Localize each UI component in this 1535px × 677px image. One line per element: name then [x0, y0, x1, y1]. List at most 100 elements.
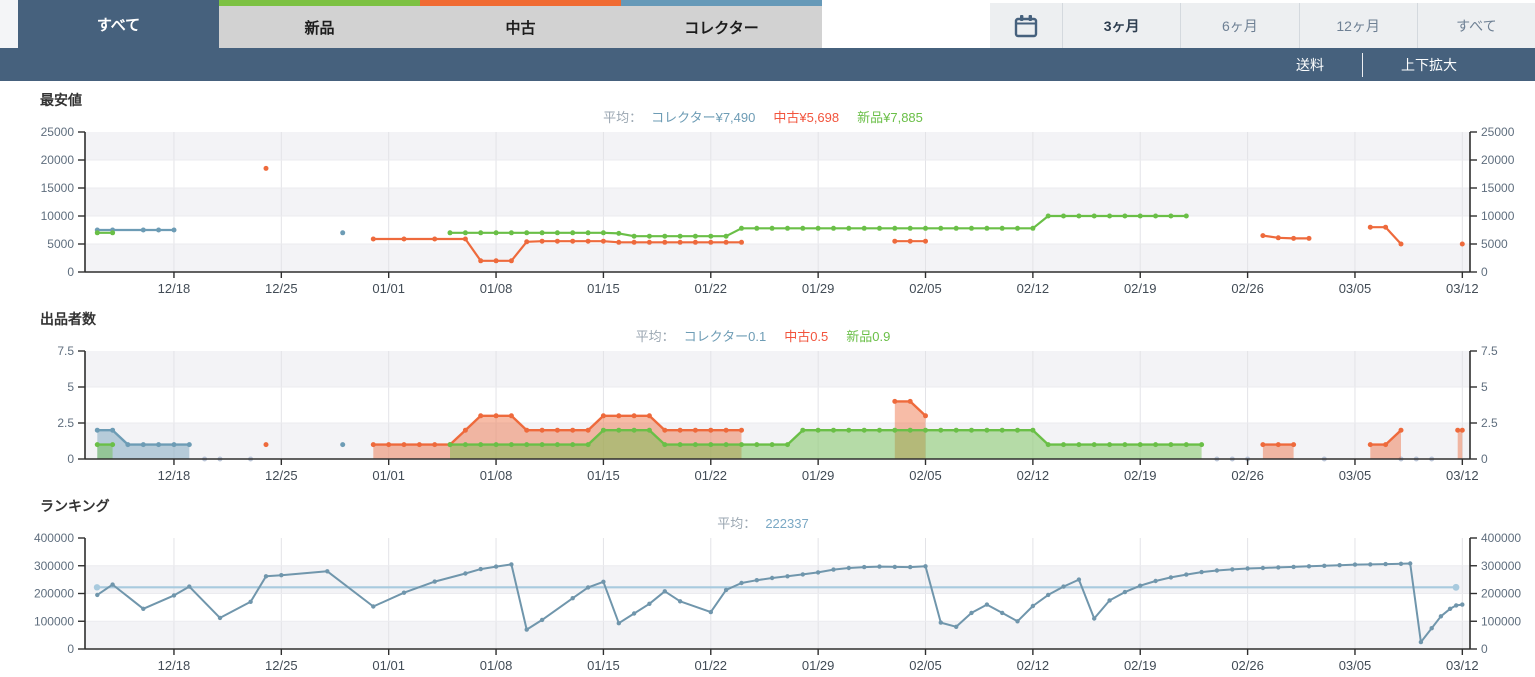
svg-text:02/19: 02/19 — [1124, 658, 1157, 673]
range-button-all[interactable]: すべて — [1416, 3, 1535, 48]
svg-text:01/29: 01/29 — [802, 468, 835, 483]
svg-text:01/01: 01/01 — [372, 658, 405, 673]
svg-text:20000: 20000 — [1481, 153, 1515, 167]
svg-text:0: 0 — [67, 642, 74, 656]
svg-text:02/12: 02/12 — [1017, 658, 1050, 673]
left-gutter — [0, 0, 18, 48]
svg-text:01/08: 01/08 — [480, 281, 513, 296]
section-lowest-price: 最安値 平均： コレクター¥7,490 中古¥5,698 新品¥7,885 0 0 500… — [0, 81, 1535, 300]
range-button-3m-label: 3ヶ月 — [1103, 17, 1140, 34]
svg-text:0: 0 — [1481, 452, 1488, 466]
section-ranking: ランキング 平均： 222337 0 0 100000 100000 200000 2000… — [0, 487, 1535, 677]
svg-text:12/25: 12/25 — [265, 468, 298, 483]
svg-text:5: 5 — [1481, 380, 1488, 394]
svg-text:7.5: 7.5 — [57, 345, 74, 358]
svg-text:02/26: 02/26 — [1231, 468, 1264, 483]
tab-used-label: 中古 — [505, 19, 536, 37]
svg-text:01/15: 01/15 — [587, 281, 620, 296]
svg-text:01/08: 01/08 — [480, 658, 513, 673]
svg-text:25000: 25000 — [1481, 126, 1515, 139]
section-seller-count: 出品者数 平均： コレクター0.1 中古0.5 新品0.9 0 0 2.5 2.5 5 5 7.5… — [0, 300, 1535, 487]
svg-text:200000: 200000 — [34, 587, 74, 601]
average-value: 新品0.9 — [846, 329, 891, 344]
svg-text:02/19: 02/19 — [1124, 281, 1157, 296]
tab-new[interactable]: 新品 — [219, 0, 420, 48]
range-button-12m-label: 12ヶ月 — [1336, 17, 1380, 34]
tab-new-label: 新品 — [304, 19, 335, 37]
shipping-toggle-button[interactable]: 送料 — [1296, 56, 1324, 73]
svg-text:300000: 300000 — [1481, 559, 1521, 573]
expand-vertical-button[interactable]: 上下拡大 — [1401, 56, 1457, 73]
svg-text:5000: 5000 — [47, 237, 74, 251]
svg-text:12/18: 12/18 — [158, 281, 191, 296]
range-button-6m[interactable]: 6ヶ月 — [1180, 3, 1298, 48]
ranking-chart[interactable]: 0 0 100000 100000 200000 200000 300000 300000 40… — [0, 532, 1535, 677]
svg-text:02/26: 02/26 — [1231, 658, 1264, 673]
range-button-3m[interactable]: 3ヶ月 — [1062, 3, 1180, 48]
average-summary: 平均： 222337 — [0, 515, 1535, 532]
svg-text:03/12: 03/12 — [1446, 281, 1479, 296]
svg-text:01/01: 01/01 — [372, 281, 405, 296]
section-title: ランキング — [40, 498, 110, 514]
svg-text:400000: 400000 — [34, 532, 74, 545]
svg-text:01/29: 01/29 — [802, 658, 835, 673]
svg-text:01/15: 01/15 — [587, 658, 620, 673]
svg-text:02/12: 02/12 — [1017, 281, 1050, 296]
svg-text:03/05: 03/05 — [1339, 658, 1372, 673]
average-value: コレクター¥7,490 — [651, 110, 756, 125]
svg-text:7.5: 7.5 — [1481, 345, 1498, 358]
tab-used[interactable]: 中古 — [420, 0, 621, 48]
range-button-6m-label: 6ヶ月 — [1221, 17, 1258, 34]
svg-text:0: 0 — [1481, 265, 1488, 279]
average-prefix: 平均： — [603, 110, 643, 125]
svg-text:02/26: 02/26 — [1231, 281, 1264, 296]
svg-text:02/05: 02/05 — [909, 281, 942, 296]
average-value: コレクター0.1 — [683, 329, 767, 344]
average-prefix: 平均： — [717, 516, 757, 531]
price-chart[interactable]: 0 0 5000 5000 10000 10000 15000 15000 20000 20000… — [0, 126, 1535, 300]
svg-text:03/05: 03/05 — [1339, 281, 1372, 296]
average-prefix: 平均： — [635, 329, 675, 344]
svg-text:15000: 15000 — [1481, 181, 1515, 195]
svg-text:12/18: 12/18 — [158, 658, 191, 673]
svg-text:15000: 15000 — [41, 181, 75, 195]
svg-text:12/25: 12/25 — [265, 658, 298, 673]
svg-text:12/18: 12/18 — [158, 468, 191, 483]
svg-text:300000: 300000 — [34, 559, 74, 573]
range-button-12m[interactable]: 12ヶ月 — [1298, 3, 1417, 48]
svg-text:03/05: 03/05 — [1339, 468, 1372, 483]
svg-text:5000: 5000 — [1481, 237, 1508, 251]
tab-all-label: すべて — [96, 16, 141, 34]
svg-text:01/22: 01/22 — [695, 281, 728, 296]
svg-text:200000: 200000 — [1481, 587, 1521, 601]
svg-text:03/12: 03/12 — [1446, 468, 1479, 483]
tab-all[interactable]: すべて — [18, 0, 219, 48]
svg-text:02/12: 02/12 — [1017, 468, 1050, 483]
svg-text:0: 0 — [67, 265, 74, 279]
tab-collector[interactable]: コレクター — [621, 0, 822, 48]
svg-text:12/25: 12/25 — [265, 281, 298, 296]
svg-text:01/08: 01/08 — [480, 468, 513, 483]
svg-text:02/05: 02/05 — [909, 658, 942, 673]
svg-text:100000: 100000 — [1481, 614, 1521, 628]
svg-text:5: 5 — [67, 380, 74, 394]
section-title: 出品者数 — [40, 311, 96, 327]
average-value: 中古0.5 — [784, 329, 829, 344]
average-value: 222337 — [765, 516, 809, 531]
time-range-panel: 3ヶ月 6ヶ月 12ヶ月 すべて — [990, 3, 1535, 48]
section-title: 最安値 — [40, 92, 82, 108]
svg-text:20000: 20000 — [41, 153, 75, 167]
svg-text:01/22: 01/22 — [695, 468, 728, 483]
svg-text:03/12: 03/12 — [1446, 658, 1479, 673]
svg-text:100000: 100000 — [34, 614, 74, 628]
svg-text:01/29: 01/29 — [802, 281, 835, 296]
svg-text:0: 0 — [1481, 642, 1488, 656]
average-value: 新品¥7,885 — [857, 110, 923, 125]
range-button-all-label: すべて — [1456, 17, 1497, 34]
svg-text:10000: 10000 — [1481, 209, 1515, 223]
sellers-chart[interactable]: 0 0 2.5 2.5 5 5 7.5 7.5 12/18 12/25 01/01 01/08 01/1… — [0, 345, 1535, 487]
svg-text:0: 0 — [67, 452, 74, 466]
svg-text:400000: 400000 — [1481, 532, 1521, 545]
svg-text:01/15: 01/15 — [587, 468, 620, 483]
svg-text:01/22: 01/22 — [695, 658, 728, 673]
